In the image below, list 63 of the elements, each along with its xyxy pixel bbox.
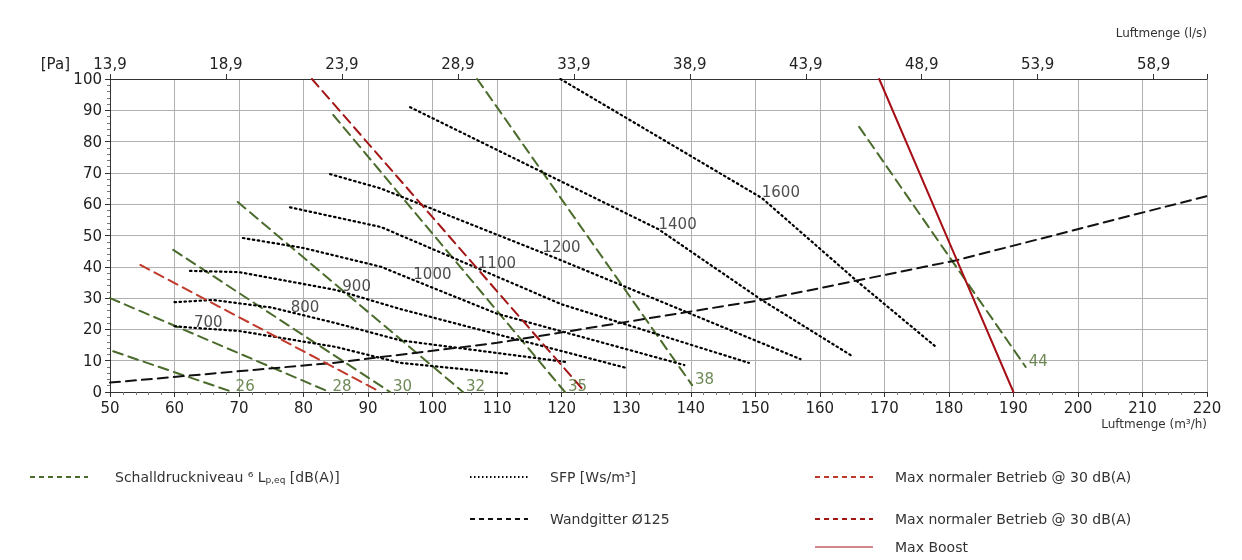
- x-tick-label: 60: [164, 398, 185, 417]
- y-tick-label: 40: [82, 257, 102, 276]
- x-tick-label: 200: [1063, 398, 1093, 417]
- annotation: 1000: [413, 265, 452, 284]
- x-tick-label: 170: [870, 398, 899, 417]
- x2-axis-title: Luftmenge (l/s): [1115, 26, 1207, 40]
- x2-tick-label: 43,9: [789, 54, 823, 73]
- legend-label: Max normaler Betrieb @ 30 dB(A): [895, 511, 1132, 527]
- legend-label: Schalldruckniveau ⁶ Lp,eq [dB(A)]: [115, 469, 340, 485]
- x2-tick-label: 33,9: [557, 54, 591, 73]
- y-tick-label: 70: [82, 163, 102, 182]
- legend-label: Max Boost: [895, 539, 969, 555]
- annotation: 44: [1028, 351, 1048, 370]
- annotation: 1600: [761, 183, 800, 202]
- x-tick-label: 220: [1192, 398, 1222, 417]
- x-tick-label: 120: [547, 398, 577, 417]
- x-tick-label: 210: [1128, 398, 1157, 417]
- y-tick-label: 10: [82, 351, 102, 370]
- annotation: 800: [290, 297, 320, 316]
- annotation: 1200: [542, 238, 581, 257]
- y-tick-label: 100: [73, 70, 102, 88]
- y-tick-label: 20: [82, 320, 102, 339]
- annotation: 900: [342, 277, 371, 296]
- annotation: 30: [393, 377, 413, 395]
- y-tick-label: 80: [82, 132, 102, 151]
- annotation: 1400: [658, 214, 697, 233]
- x-tick-label: 80: [294, 398, 314, 417]
- x2-tick-label: 53,9: [1020, 54, 1055, 73]
- annotation: 38: [695, 370, 715, 389]
- legend-label: Max normaler Betrieb @ 30 dB(A): [895, 469, 1132, 485]
- annotation: 700: [193, 313, 223, 332]
- x2-tick-label: 18,9: [209, 54, 243, 73]
- x2-tick-label: 48,9: [905, 54, 939, 73]
- x2-tick-label: 38,9: [673, 54, 707, 73]
- x-tick-label: 50: [100, 398, 120, 417]
- y-tick-label: 60: [82, 195, 102, 214]
- x2-tick-label: 23,9: [325, 54, 359, 73]
- y-tick-label: 90: [82, 101, 102, 120]
- x-tick-label: 110: [482, 398, 512, 417]
- x2-tick-label: 13,9: [93, 54, 127, 73]
- x-tick-label: 190: [999, 398, 1028, 417]
- x2-tick-label: 28,9: [441, 54, 475, 73]
- legend-label: Wandgitter Ø125: [550, 511, 670, 527]
- x2-tick-label: 58,9: [1136, 54, 1171, 73]
- annotation: 32: [465, 377, 486, 395]
- x-tick-label: 70: [229, 398, 249, 417]
- x-tick-label: 160: [805, 398, 835, 417]
- annotation: 26: [235, 377, 255, 395]
- x-tick-label: 100: [418, 398, 447, 417]
- legend-label: SFP [Ws/m³]: [550, 469, 636, 485]
- x-tick-label: 130: [611, 398, 641, 417]
- x-tick-label: 180: [934, 398, 964, 417]
- annotation: 35: [567, 377, 588, 395]
- annotation: 28: [332, 377, 352, 395]
- y-tick-label: 50: [82, 226, 102, 245]
- y-axis-title: [Pa]: [40, 55, 70, 74]
- x-axis-title: Luftmenge (m³/h): [1101, 417, 1207, 431]
- annotation: 1100: [477, 253, 517, 272]
- y-tick-label: 30: [82, 289, 102, 308]
- y-tick-label: 0: [92, 383, 102, 401]
- x-tick-label: 140: [676, 398, 706, 417]
- x-tick-label: 90: [358, 398, 378, 417]
- x-tick-label: 150: [740, 398, 770, 417]
